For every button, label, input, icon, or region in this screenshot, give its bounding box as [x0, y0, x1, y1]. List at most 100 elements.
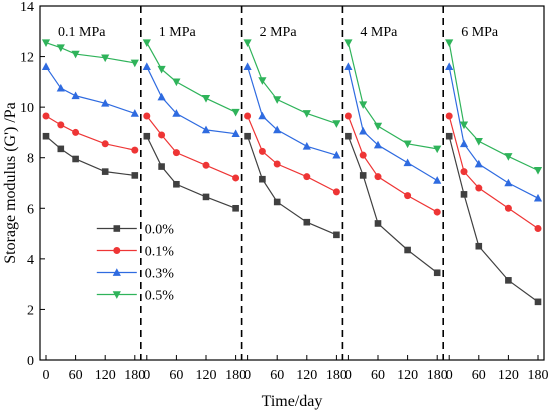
data-point — [42, 112, 50, 120]
x-tick-label: 120 — [95, 368, 116, 383]
data-point — [172, 78, 181, 87]
data-point — [445, 62, 454, 70]
data-point — [142, 39, 151, 47]
data-point — [71, 50, 80, 59]
data-point — [41, 39, 51, 47]
data-point — [373, 140, 383, 149]
y-tick-label: 2 — [27, 303, 34, 318]
panel-label: 2 MPa — [260, 25, 298, 40]
y-tick-label: 0 — [27, 354, 34, 369]
data-point — [533, 167, 543, 175]
data-point — [534, 298, 542, 306]
panel-label: 4 MPa — [360, 25, 398, 40]
data-point — [359, 126, 368, 135]
data-point — [344, 39, 353, 47]
x-tick-label: 120 — [196, 368, 217, 383]
data-point — [404, 192, 412, 200]
data-point — [332, 188, 340, 196]
y-tick-label: 8 — [27, 152, 34, 167]
panel-label: 6 MPa — [461, 25, 499, 40]
data-point — [332, 150, 341, 159]
data-point — [101, 168, 109, 175]
panel-dividers — [140, 6, 445, 360]
data-point — [273, 96, 282, 104]
data-point — [244, 112, 252, 120]
data-point — [57, 145, 65, 153]
data-point — [143, 132, 151, 140]
series-0.0% — [143, 132, 239, 212]
data-point — [302, 110, 311, 118]
data-point — [142, 62, 151, 70]
series-0.3% — [243, 62, 341, 159]
x-tick-label: 0 — [244, 368, 251, 383]
data-point — [41, 62, 51, 70]
data-point — [359, 101, 368, 109]
x-tick-label: 120 — [498, 368, 519, 383]
series-0.3% — [445, 62, 543, 202]
panel: 4 MPa 0 60 120 180 — [344, 25, 448, 383]
series-0.5% — [445, 39, 543, 175]
data-point — [232, 204, 239, 212]
panel: 0.1 MPa 0 60 120 180 — [41, 25, 145, 383]
data-point — [158, 131, 166, 139]
data-point — [404, 246, 411, 254]
data-point — [459, 121, 469, 130]
data-point — [202, 161, 210, 169]
data-point — [57, 121, 65, 129]
panel: 1 MPa 0 60 120 180 — [142, 25, 246, 383]
data-point — [333, 231, 340, 239]
data-point — [433, 145, 442, 154]
series-line — [45, 135, 135, 177]
data-point — [303, 173, 311, 181]
data-point — [504, 153, 513, 161]
panel: 6 MPa 0 60 120 180 — [445, 25, 549, 383]
series-0.5% — [41, 39, 139, 68]
series-0.5% — [243, 39, 341, 128]
data-point — [258, 147, 266, 155]
data-point — [433, 176, 442, 184]
data-point — [71, 91, 80, 100]
panel-label: 0.1 MPa — [58, 25, 106, 40]
legend-label: 0.0% — [145, 223, 175, 238]
data-point — [131, 172, 139, 179]
legend-item: 0.3% — [96, 267, 174, 282]
data-point — [460, 191, 468, 198]
data-point — [345, 132, 352, 140]
x-tick-label: 60 — [371, 368, 385, 383]
data-point — [534, 225, 542, 233]
x-tick-label: 0 — [345, 368, 352, 383]
legend-label: 0.1% — [145, 245, 175, 260]
y-tick-label: 14 — [20, 0, 34, 15]
data-point — [258, 77, 267, 85]
data-point — [231, 108, 240, 117]
data-point — [433, 269, 441, 277]
x-tick-label: 180 — [427, 368, 448, 383]
y-tick-label: 4 — [27, 253, 34, 268]
x-tick-label: 60 — [69, 368, 83, 383]
series-0.3% — [344, 62, 442, 184]
series-line — [146, 42, 236, 113]
series-line — [448, 66, 539, 199]
x-tick-label: 0 — [143, 368, 150, 383]
plot-frame — [39, 5, 545, 361]
legend-item: 0.1% — [96, 245, 175, 260]
y-tick-label: 6 — [27, 202, 34, 217]
data-point — [445, 112, 453, 120]
legend: 0.0% 0.1% 0.3% 0.5% — [96, 223, 175, 304]
legend-marker — [113, 247, 121, 255]
series-0.3% — [41, 62, 139, 117]
data-point — [359, 172, 367, 179]
data-point — [474, 159, 483, 168]
data-point — [504, 178, 513, 187]
series-0.0% — [345, 132, 441, 277]
x-tick-label: 180 — [326, 368, 347, 383]
data-point — [101, 99, 110, 107]
y-tick-label: 10 — [20, 101, 34, 116]
data-point — [243, 62, 252, 70]
data-point — [332, 120, 341, 128]
series-0.0% — [244, 132, 340, 239]
panel: 2 MPa 0 60 120 180 — [243, 25, 347, 383]
y-tick-label: 12 — [20, 51, 34, 66]
series-line — [448, 42, 539, 171]
